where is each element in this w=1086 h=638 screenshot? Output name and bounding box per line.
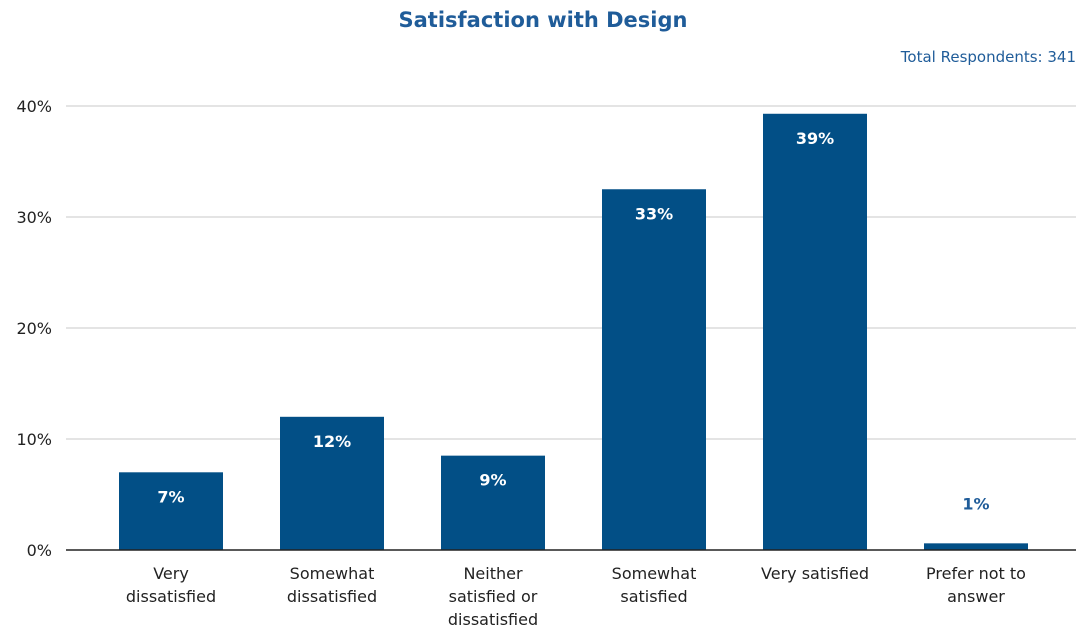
x-category-label: answer: [947, 587, 1005, 606]
bar: [441, 455, 545, 550]
data-label: 7%: [157, 487, 184, 506]
x-category-label: dissatisfied: [287, 587, 377, 606]
bars: [119, 113, 1028, 551]
total-respondents: Total Respondents: 341: [900, 48, 1076, 66]
x-category-label: Very: [153, 564, 189, 583]
gridlines: [66, 105, 1076, 440]
x-category-label: dissatisfied: [126, 587, 216, 606]
data-label: 12%: [313, 432, 351, 451]
x-category-label: Prefer not to: [926, 564, 1026, 583]
bar: [602, 189, 706, 550]
bar: [119, 472, 223, 550]
data-label: 9%: [479, 471, 506, 490]
x-category-label: dissatisfied: [448, 610, 538, 629]
data-labels: 7% 12% 9% 33% 39% 1%: [157, 129, 989, 514]
x-category-label: Neither: [463, 564, 523, 583]
chart-title: Satisfaction with Design: [398, 8, 688, 32]
y-tick-label: 40%: [16, 97, 52, 116]
y-axis-ticks: 0% 10% 20% 30% 40%: [16, 97, 52, 560]
data-label: 39%: [796, 129, 834, 148]
bar: [280, 416, 384, 550]
y-tick-label: 10%: [16, 430, 52, 449]
y-tick-label: 0%: [27, 541, 52, 560]
x-category-label: Very satisfied: [761, 564, 869, 583]
x-category-label: satisfied: [620, 587, 687, 606]
bar: [763, 113, 867, 551]
data-label: 33%: [635, 204, 673, 223]
x-axis-categories: Very dissatisfied Somewhat dissatisfied Neit…: [126, 564, 1026, 629]
data-label: 1%: [962, 494, 989, 513]
bar: [924, 543, 1028, 550]
x-category-label: Somewhat: [290, 564, 375, 583]
y-tick-label: 30%: [16, 208, 52, 227]
y-tick-label: 20%: [16, 319, 52, 338]
x-category-label: satisfied or: [449, 587, 538, 606]
x-category-label: Somewhat: [612, 564, 697, 583]
